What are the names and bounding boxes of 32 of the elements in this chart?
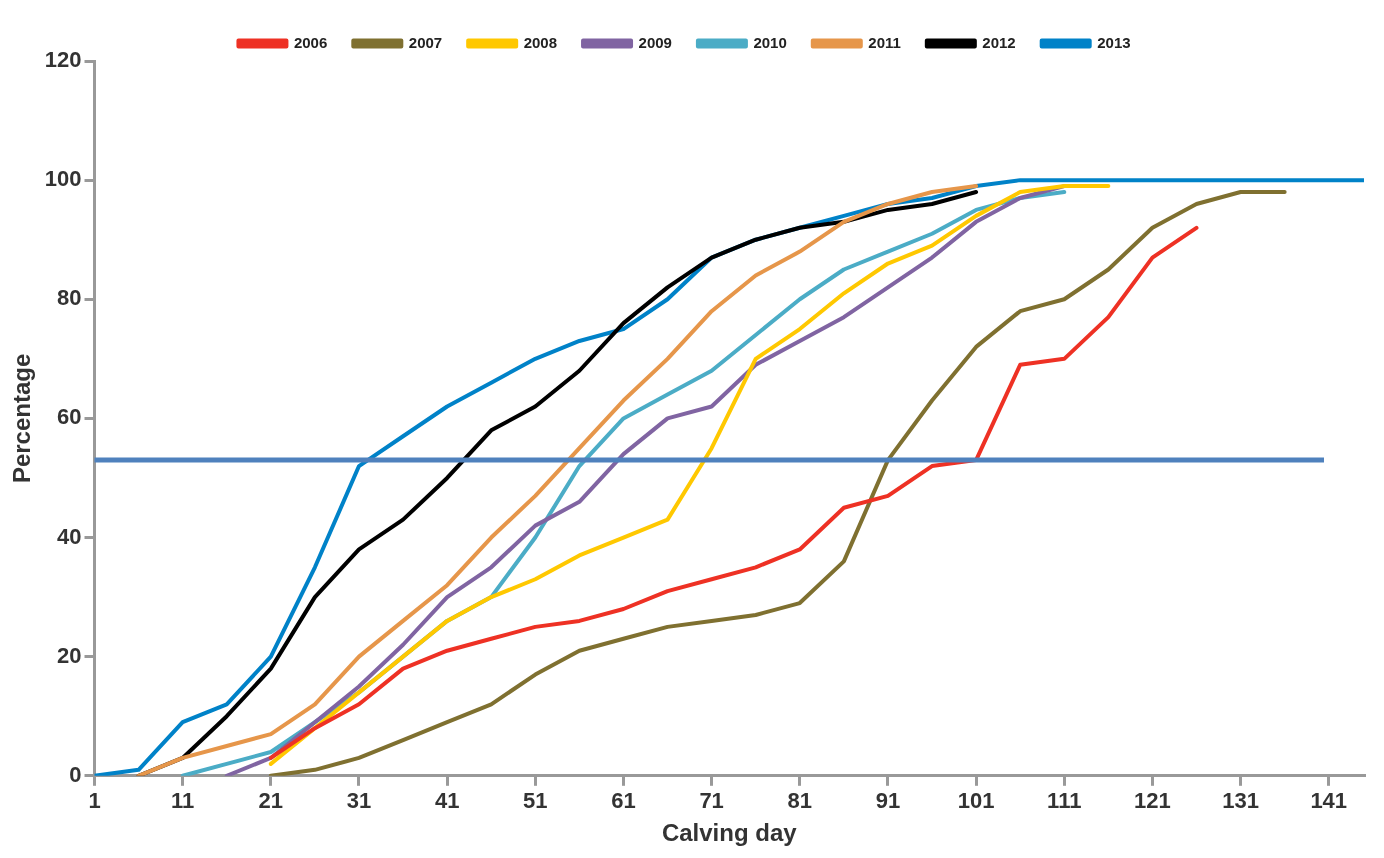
x-tick-label: 141 (1310, 788, 1348, 814)
y-tick-label: 40 (57, 523, 82, 549)
legend-label: 2013 (1097, 33, 1131, 51)
y-tick-label: 120 (44, 47, 82, 73)
legend-label: 2008 (523, 33, 558, 51)
legend-label: 2007 (408, 33, 443, 51)
x-tick-label: 61 (611, 788, 636, 814)
x-tick-label: 11 (171, 788, 195, 814)
legend-label: 2006 (293, 33, 328, 51)
y-tick-label: 60 (57, 404, 82, 430)
x-tick-label: 91 (875, 788, 901, 814)
y-tick-label: 0 (69, 761, 82, 787)
x-tick-label: 21 (258, 788, 284, 814)
x-tick-label: 111 (1047, 788, 1082, 814)
legend-label: 2011 (868, 33, 901, 51)
x-tick-label: 51 (523, 788, 548, 814)
x-tick-label: 71 (699, 788, 724, 814)
y-tick-label: 20 (57, 642, 82, 668)
y-tick-label: 100 (44, 166, 82, 192)
legend-label: 2010 (753, 33, 787, 51)
x-tick-label: 121 (1134, 788, 1171, 814)
x-tick-label: 1 (88, 788, 101, 814)
legend-label: 2012 (982, 33, 1016, 51)
x-tick-label: 31 (346, 788, 372, 814)
x-tick-label: 41 (434, 788, 460, 814)
y-tick-label: 80 (57, 285, 82, 311)
x-tick-label: 101 (957, 788, 995, 814)
legend-label: 2009 (638, 33, 672, 51)
y-axis-title: Percentage (8, 353, 36, 484)
x-tick-label: 81 (787, 788, 813, 814)
x-axis-title: Calving day (661, 819, 798, 847)
x-tick-label: 131 (1222, 788, 1259, 814)
